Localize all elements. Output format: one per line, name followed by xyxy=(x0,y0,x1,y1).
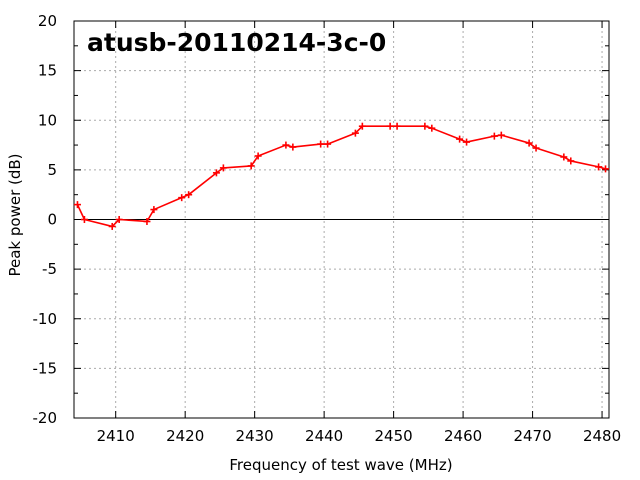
y-tick-label: 10 xyxy=(38,111,57,129)
data-polyline xyxy=(76,125,606,228)
x-tick-label: 2470 xyxy=(513,427,551,445)
y-tick-label: -20 xyxy=(33,409,58,427)
y-axis-title: Peak power (dB) xyxy=(6,153,24,276)
x-tick-label: 2450 xyxy=(375,427,413,445)
y-tick-label: 5 xyxy=(47,161,57,179)
data-series-layer xyxy=(73,122,610,230)
x-tick-label: 2410 xyxy=(97,427,135,445)
axis-tick-layer xyxy=(74,20,609,419)
y-tick-label: -10 xyxy=(33,310,58,328)
x-tick-label: 2460 xyxy=(444,427,482,445)
y-tick-label: 20 xyxy=(38,12,57,30)
chart-title: atusb-20110214-3c-0 xyxy=(87,28,386,57)
y-tick-label: -5 xyxy=(42,260,57,278)
y-tick-label: -15 xyxy=(33,359,58,377)
x-tick-label: 2480 xyxy=(583,427,621,445)
x-axis-title: Frequency of test wave (MHz) xyxy=(229,456,452,474)
x-tick-label: 2440 xyxy=(305,427,343,445)
y-tick-label: 0 xyxy=(47,211,57,229)
y-tick-label: 15 xyxy=(38,62,57,80)
x-tick-label: 2420 xyxy=(166,427,204,445)
x-tick-label: 2430 xyxy=(236,427,274,445)
tick-label-layer: 2410 2420 2430 2440 2450 2460 2470 2480 -20 -15 -1… xyxy=(33,12,622,445)
